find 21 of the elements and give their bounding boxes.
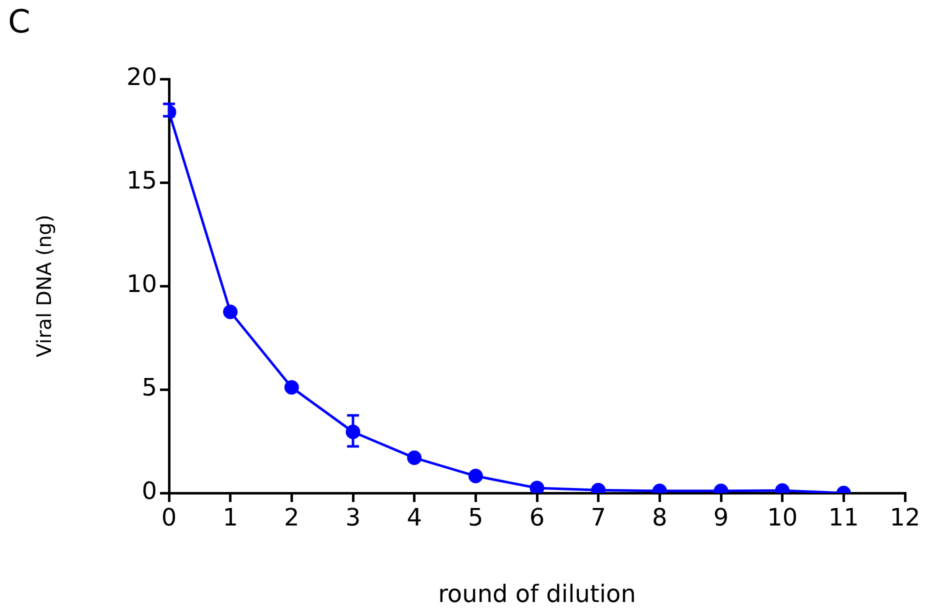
x-tick-label: 6 — [529, 504, 545, 532]
y-tick-label: 20 — [126, 63, 157, 92]
x-tick-label: 3 — [345, 504, 361, 532]
y-tick-label: 10 — [126, 270, 157, 298]
x-tick-label: 2 — [284, 504, 300, 532]
text: C — [8, 2, 30, 40]
x-tick-label: 5 — [468, 504, 484, 532]
x-axis-title: round of dilution — [438, 580, 636, 608]
x-tick-label: 4 — [406, 504, 422, 532]
x-tick-label: 0 — [161, 504, 177, 532]
y-tick-label: 5 — [142, 374, 157, 402]
x-tick-label: 10 — [767, 504, 798, 532]
x-tick-label: 7 — [590, 504, 606, 532]
y-tick-label: 0 — [142, 477, 157, 506]
x-tick-label: 12 — [890, 504, 920, 532]
x-tick-label: 8 — [652, 504, 668, 532]
x-tick-label: 1 — [222, 504, 238, 532]
y-axis-title: Viral DNA (ng) — [32, 214, 56, 358]
x-tick-label: 9 — [713, 504, 729, 532]
x-tick-label: 11 — [828, 504, 859, 532]
y-tick-label: 15 — [126, 166, 157, 195]
